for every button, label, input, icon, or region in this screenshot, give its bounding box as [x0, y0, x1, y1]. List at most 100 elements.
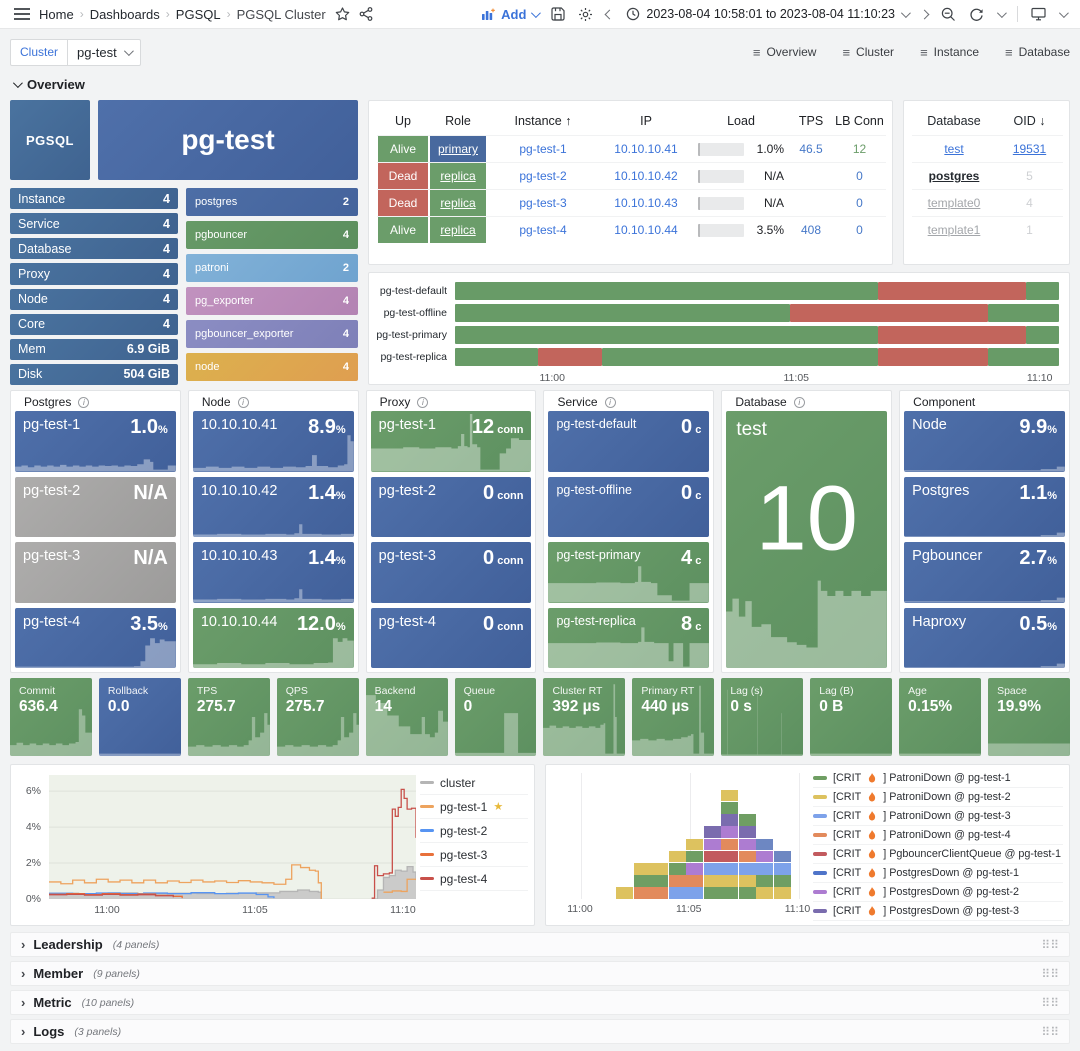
dashboard-link-cluster[interactable]: ≡ Cluster: [842, 45, 894, 60]
time-back-icon[interactable]: [604, 9, 615, 19]
info-icon[interactable]: i: [793, 396, 805, 408]
add-button[interactable]: Add: [482, 7, 542, 22]
collapsed-row-logs[interactable]: › Logs (3 panels) ⠿⠿: [10, 1019, 1070, 1044]
stat-tile-pg-test-offline[interactable]: pg-test-offline 0 c: [548, 476, 710, 537]
save-dashboard-icon[interactable]: [551, 7, 566, 21]
drag-handle-icon[interactable]: ⠿⠿: [1041, 937, 1059, 952]
stat-tile-pg-test-1[interactable]: pg-test-1 12 conn: [370, 411, 532, 472]
cpu-chart-plot[interactable]: [49, 775, 417, 900]
legend-item-pg-test-3[interactable]: pg-test-3: [420, 843, 528, 867]
alert-legend-item[interactable]: [CRIT] PatroniDown @ pg-test-2: [813, 788, 1063, 807]
collapsed-row-leadership[interactable]: › Leadership (4 panels) ⠿⠿: [10, 932, 1070, 957]
star-icon[interactable]: [335, 7, 350, 21]
database-oid-value[interactable]: 19531: [1012, 142, 1047, 156]
stat-tile-pg-test-3[interactable]: pg-test-3 0 conn: [370, 542, 532, 603]
stat-tile-rollback[interactable]: Rollback 0.0: [98, 678, 181, 756]
role-badge[interactable]: replica: [430, 217, 486, 243]
view-mode-chevron-icon[interactable]: [1058, 7, 1069, 18]
role-badge[interactable]: replica: [430, 163, 486, 189]
stat-tile-pg-test-default[interactable]: pg-test-default 0 c: [548, 411, 710, 472]
stat-tile-pgbouncer[interactable]: Pgbouncer 2.7%: [904, 542, 1065, 603]
settings-gear-icon[interactable]: [578, 7, 593, 22]
panel-title[interactable]: Component: [904, 391, 1065, 411]
alert-legend-item[interactable]: [CRIT] PostgresDown @ pg-test-1: [813, 864, 1063, 883]
stat-tile-backend[interactable]: Backend 14: [365, 678, 448, 756]
stat-tile-haproxy[interactable]: Haproxy 0.5%: [904, 607, 1065, 668]
instance-link[interactable]: pg-test-1: [519, 142, 567, 156]
column-header-ip[interactable]: IP: [640, 114, 652, 128]
role-badge[interactable]: replica: [430, 190, 486, 216]
component-count-pgbouncer[interactable]: pgbouncer 4: [186, 221, 358, 249]
panel-title[interactable]: Database i: [726, 391, 887, 411]
cluster-name-tile[interactable]: pg-test: [98, 100, 358, 180]
dashboard-link-database[interactable]: ≡ Database: [1005, 45, 1070, 60]
alert-legend-item[interactable]: [CRIT] PatroniDown @ pg-test-3: [813, 807, 1063, 826]
cluster-stat-instance[interactable]: Instance 4: [10, 188, 178, 210]
stat-tile-postgres[interactable]: Postgres 1.1%: [904, 476, 1065, 537]
database-name-link[interactable]: template0: [927, 196, 981, 210]
breadcrumb-item[interactable]: PGSQL: [175, 6, 221, 22]
stat-tile-pg-test-3[interactable]: pg-test-3 N/A: [15, 542, 176, 603]
column-header-tps[interactable]: TPS: [798, 114, 824, 128]
menu-icon[interactable]: [14, 8, 30, 20]
cluster-stat-database[interactable]: Database 4: [10, 238, 178, 260]
panel-title[interactable]: Postgres i: [15, 391, 176, 411]
column-header-database[interactable]: Database: [927, 114, 981, 128]
column-header-load[interactable]: Load: [727, 114, 755, 128]
breadcrumb-item[interactable]: PGSQL Cluster: [236, 6, 326, 22]
role-badge[interactable]: primary: [430, 136, 486, 162]
instance-link[interactable]: pg-test-2: [519, 169, 567, 183]
stat-tile-10-10-10-41[interactable]: 10.10.10.41 8.9%: [192, 411, 354, 472]
info-icon[interactable]: i: [417, 396, 429, 408]
drag-handle-icon[interactable]: ⠿⠿: [1041, 966, 1059, 981]
timeline-track[interactable]: [455, 282, 1059, 300]
cluster-stat-node[interactable]: Node 4: [10, 288, 178, 310]
dashboard-link-overview[interactable]: ≡ Overview: [753, 45, 817, 60]
legend-item-pg-test-1[interactable]: pg-test-1 ★: [420, 795, 528, 819]
info-icon[interactable]: i: [78, 396, 90, 408]
ip-link[interactable]: 10.10.10.42: [614, 169, 678, 183]
stat-tile-lag-s-[interactable]: Lag (s) 0 s: [721, 678, 804, 756]
collapsed-row-metric[interactable]: › Metric (10 panels) ⠿⠿: [10, 990, 1070, 1015]
share-icon[interactable]: [359, 7, 373, 21]
stat-tile-pg-test-1[interactable]: pg-test-1 1.0%: [15, 411, 176, 472]
component-count-patroni[interactable]: patroni 2: [186, 254, 358, 282]
stat-tile-commit[interactable]: Commit 636.4: [10, 678, 92, 756]
timeline-track[interactable]: [455, 326, 1059, 344]
refresh-icon[interactable]: [969, 7, 984, 21]
ip-link[interactable]: 10.10.10.44: [614, 223, 678, 237]
stat-tile-primary-rt[interactable]: Primary RT 440 µs: [632, 678, 715, 756]
stat-tile-queue[interactable]: Queue 0: [454, 678, 537, 756]
refresh-interval-chevron-icon[interactable]: [996, 7, 1007, 18]
legend-item-pg-test-2[interactable]: pg-test-2: [420, 819, 528, 843]
stat-tile-pg-test-replica[interactable]: pg-test-replica 8 c: [548, 607, 710, 668]
breadcrumb-item[interactable]: Home: [39, 6, 74, 22]
stat-tile-space[interactable]: Space 19.9%: [988, 678, 1070, 756]
legend-item-pg-test-4[interactable]: pg-test-4: [420, 867, 528, 891]
stat-tile-test[interactable]: test 10: [726, 411, 888, 668]
stat-tile-10-10-10-42[interactable]: 10.10.10.42 1.4%: [192, 476, 354, 537]
column-header-lb-conn[interactable]: LB Conn: [835, 114, 884, 128]
instance-link[interactable]: pg-test-4: [519, 223, 567, 237]
pgsql-logo-tile[interactable]: PGSQL: [10, 100, 90, 180]
component-count-node[interactable]: node 4: [186, 353, 358, 381]
drag-handle-icon[interactable]: ⠿⠿: [1041, 995, 1059, 1010]
stat-tile-age[interactable]: Age 0.15%: [899, 678, 982, 756]
overview-section-header[interactable]: Overview: [12, 77, 85, 92]
stat-tile-10-10-10-44[interactable]: 10.10.10.44 12.0%: [192, 607, 354, 668]
timeline-track[interactable]: [455, 348, 1059, 366]
alert-legend-item[interactable]: [CRIT] PostgresDown @ pg-test-3: [813, 902, 1063, 921]
stat-tile-pg-test-primary[interactable]: pg-test-primary 4 c: [548, 542, 710, 603]
dashboard-link-instance[interactable]: ≡ Instance: [920, 45, 979, 60]
cluster-stat-mem[interactable]: Mem 6.9 GiB: [10, 338, 178, 360]
time-range-picker[interactable]: 2023-08-04 10:58:01 to 2023-08-04 11:10:…: [626, 7, 911, 21]
time-forward-icon[interactable]: [919, 9, 930, 19]
breadcrumb-item[interactable]: Dashboards: [89, 6, 160, 22]
alert-legend-item[interactable]: [CRIT] PostgresDown @ pg-test-4: [813, 921, 1063, 923]
alerts-chart-plot[interactable]: [560, 773, 810, 899]
cluster-stat-disk[interactable]: Disk 504 GiB: [10, 363, 178, 385]
ip-link[interactable]: 10.10.10.43: [614, 196, 678, 210]
ip-link[interactable]: 10.10.10.41: [614, 142, 678, 156]
instance-link[interactable]: pg-test-3: [519, 196, 567, 210]
stat-tile-tps[interactable]: TPS 275.7: [187, 678, 270, 756]
